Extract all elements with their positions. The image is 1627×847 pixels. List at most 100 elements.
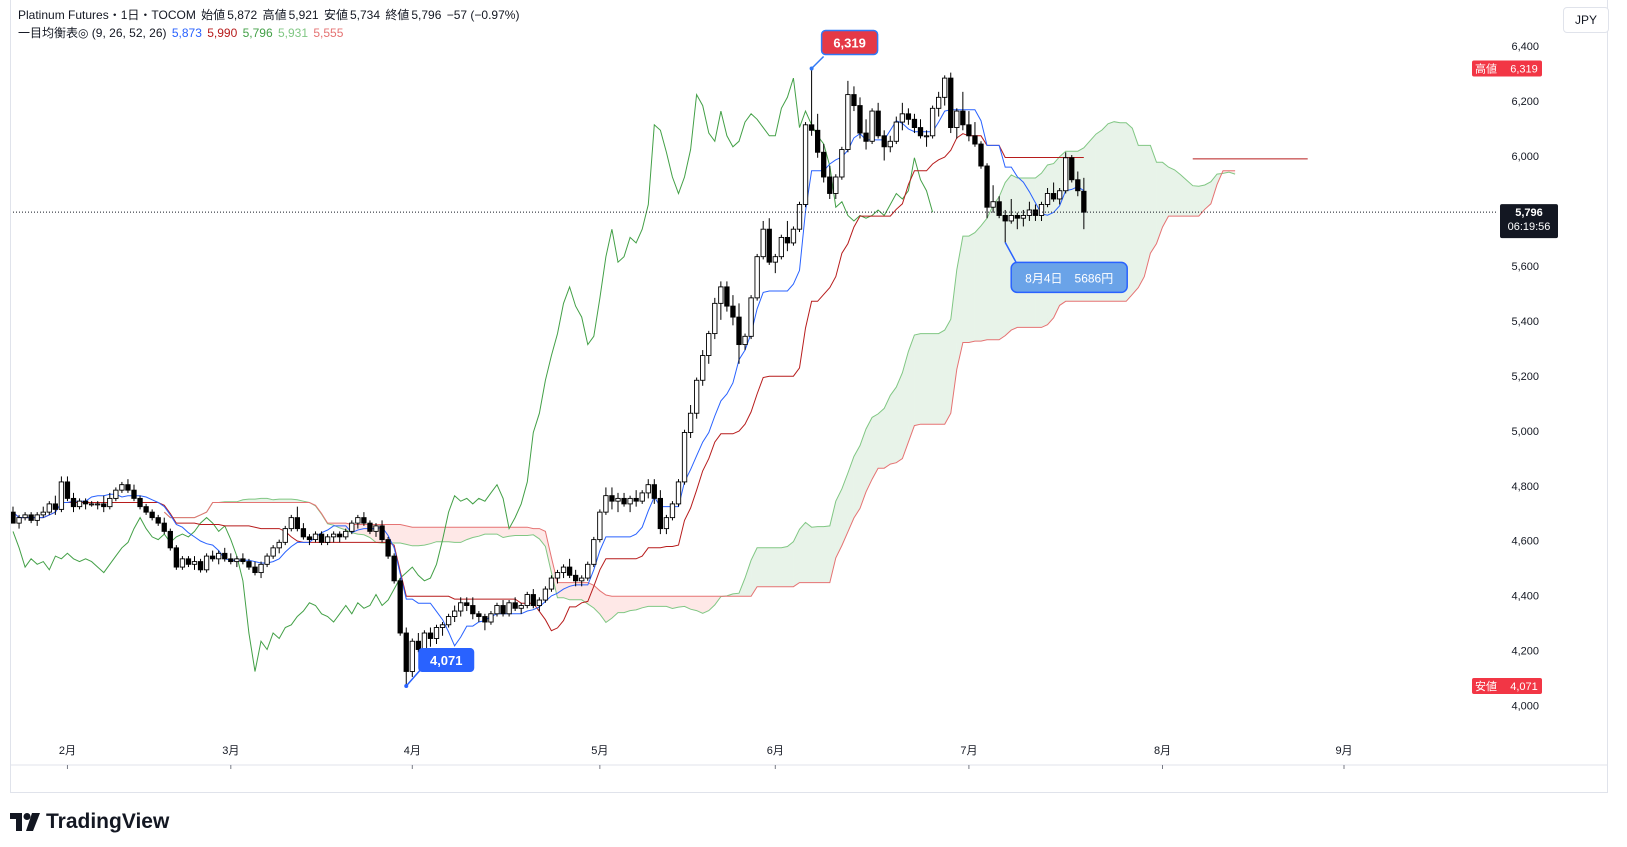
candle-body[interactable] <box>22 514 28 519</box>
candle-body[interactable] <box>833 176 839 194</box>
candle-body[interactable] <box>197 561 204 571</box>
candle-body[interactable] <box>439 624 446 628</box>
candle-body[interactable] <box>597 511 603 541</box>
candle-body[interactable] <box>917 127 924 137</box>
candle-body[interactable] <box>651 484 657 499</box>
candle-body[interactable] <box>64 481 71 499</box>
tradingview-logo[interactable]: TradingView <box>10 810 169 834</box>
candle-body[interactable] <box>258 563 264 574</box>
candle-body[interactable] <box>845 94 851 150</box>
candle-body[interactable] <box>512 602 518 609</box>
candle-body[interactable] <box>28 514 34 521</box>
candle-body[interactable] <box>990 201 996 208</box>
candle-body[interactable] <box>282 528 288 543</box>
candle-body[interactable] <box>573 574 579 582</box>
candle-body[interactable] <box>984 165 990 208</box>
candle-body[interactable] <box>385 539 391 557</box>
currency-selector[interactable]: JPY <box>1563 7 1609 33</box>
candle-body[interactable] <box>966 124 972 137</box>
candle-body[interactable] <box>911 118 918 129</box>
candle-body[interactable] <box>942 77 948 98</box>
candle-body[interactable] <box>458 602 464 612</box>
candle-body[interactable] <box>125 484 131 491</box>
candle-body[interactable] <box>766 228 772 263</box>
candle-body[interactable] <box>464 602 470 606</box>
candle-body[interactable] <box>34 514 40 521</box>
candle-body[interactable] <box>518 605 524 609</box>
candle-body[interactable] <box>246 561 252 568</box>
candle-body[interactable] <box>1069 157 1075 181</box>
candle-body[interactable] <box>397 580 403 634</box>
candle-body[interactable] <box>137 497 143 508</box>
candle-body[interactable] <box>1008 215 1014 222</box>
candle-body[interactable] <box>216 552 222 560</box>
candle-body[interactable] <box>851 94 857 107</box>
candle-body[interactable] <box>1081 190 1087 213</box>
candle-body[interactable] <box>331 533 337 538</box>
candle-body[interactable] <box>554 572 561 579</box>
candle-body[interactable] <box>627 497 633 505</box>
candle-body[interactable] <box>954 110 960 129</box>
candle-body[interactable] <box>355 517 361 524</box>
candle-body[interactable] <box>566 566 573 576</box>
candle-body[interactable] <box>58 481 65 510</box>
candle-body[interactable] <box>802 124 809 205</box>
candle-body[interactable] <box>10 511 16 524</box>
candle-body[interactable] <box>881 135 887 148</box>
candle-body[interactable] <box>179 558 186 568</box>
candle-body[interactable] <box>875 110 881 137</box>
candle-body[interactable] <box>373 525 379 532</box>
candle-body[interactable] <box>657 497 664 530</box>
candle-body[interactable] <box>288 517 294 530</box>
candle-body[interactable] <box>409 640 415 672</box>
candle-body[interactable] <box>161 522 167 532</box>
candle-body[interactable] <box>1075 179 1081 192</box>
date-note-box[interactable] <box>1010 261 1128 294</box>
candle-body[interactable] <box>591 539 597 565</box>
candle-body[interactable] <box>476 613 482 617</box>
candle-body[interactable] <box>52 503 59 510</box>
candle-body[interactable] <box>978 143 984 167</box>
candle-body[interactable] <box>1032 209 1039 216</box>
candle-body[interactable] <box>899 113 906 123</box>
candle-body[interactable] <box>264 555 270 565</box>
candle-body[interactable] <box>524 594 530 606</box>
candle-body[interactable] <box>790 228 797 244</box>
candle-body[interactable] <box>730 305 736 318</box>
candle-body[interactable] <box>203 555 210 571</box>
candle-body[interactable] <box>724 286 730 307</box>
candle-body[interactable] <box>687 412 694 433</box>
candle-body[interactable] <box>167 530 173 549</box>
candle-body[interactable] <box>827 176 833 194</box>
candle-body[interactable] <box>603 495 609 513</box>
candle-body[interactable] <box>760 228 766 258</box>
candle-body[interactable] <box>88 503 95 506</box>
candle-body[interactable] <box>318 533 325 543</box>
candle-body[interactable] <box>119 484 125 491</box>
candle-body[interactable] <box>669 503 676 519</box>
candle-body[interactable] <box>694 379 700 414</box>
candle-body[interactable] <box>300 528 307 538</box>
candle-body[interactable] <box>742 335 748 346</box>
candle-body[interactable] <box>1020 215 1027 219</box>
candle-body[interactable] <box>482 616 488 623</box>
candle-body[interactable] <box>887 140 893 148</box>
candle-body[interactable] <box>367 522 373 532</box>
candle-body[interactable] <box>639 492 645 502</box>
candle-body[interactable] <box>1050 193 1057 200</box>
candle-body[interactable] <box>403 632 409 672</box>
candle-body[interactable] <box>585 563 591 579</box>
candle-body[interactable] <box>415 640 421 650</box>
candle-body[interactable] <box>228 558 234 563</box>
candle-body[interactable] <box>857 105 863 134</box>
candle-body[interactable] <box>869 110 875 142</box>
candle-body[interactable] <box>488 613 494 623</box>
candle-body[interactable] <box>427 632 434 639</box>
candle-body[interactable] <box>905 113 912 120</box>
candle-body[interactable] <box>645 484 651 494</box>
candle-body[interactable] <box>706 333 712 357</box>
candle-body[interactable] <box>1014 215 1020 219</box>
candle-body[interactable] <box>70 497 77 508</box>
candle-body[interactable] <box>748 297 754 337</box>
